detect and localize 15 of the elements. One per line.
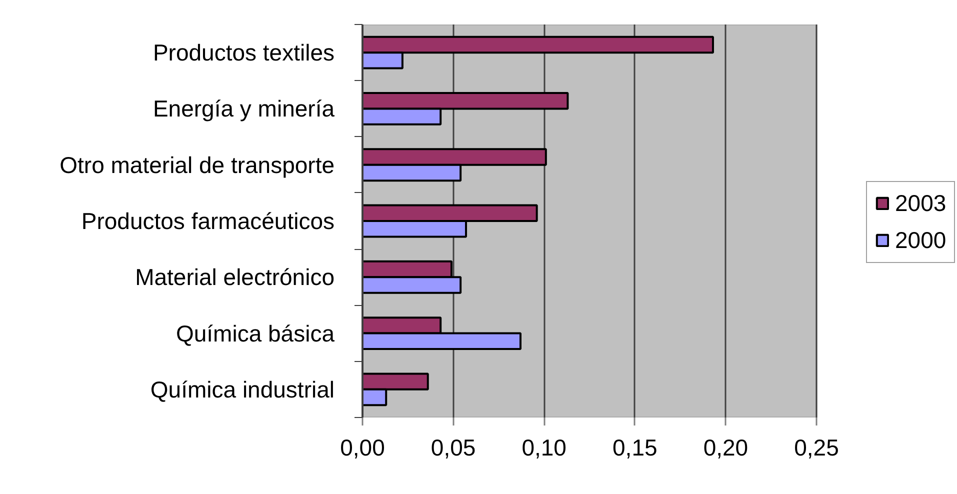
x-tick-label: 0,05 — [430, 434, 476, 460]
y-tick-label: Productos farmacéuticos — [81, 208, 335, 234]
y-tick-label: Otro material de transporte — [60, 152, 334, 178]
y-tick-label: Energía y minería — [152, 96, 335, 122]
y-tick-label: Química básica — [176, 320, 335, 346]
y-tick-label: Química industrial — [150, 376, 335, 402]
y-tick-label: Productos textiles — [152, 40, 334, 66]
x-tick-label: 0,20 — [703, 434, 748, 460]
x-tick-label: 0,10 — [522, 434, 566, 460]
y-tick-label: Material electrónico — [135, 264, 334, 290]
x-tick-label: 0,15 — [612, 434, 658, 460]
x-tick-label: 0,25 — [794, 434, 839, 460]
legend-label: 2000 — [895, 226, 946, 254]
legend-label: 2003 — [895, 190, 946, 216]
x-tick-label: 0,00 — [340, 434, 385, 460]
